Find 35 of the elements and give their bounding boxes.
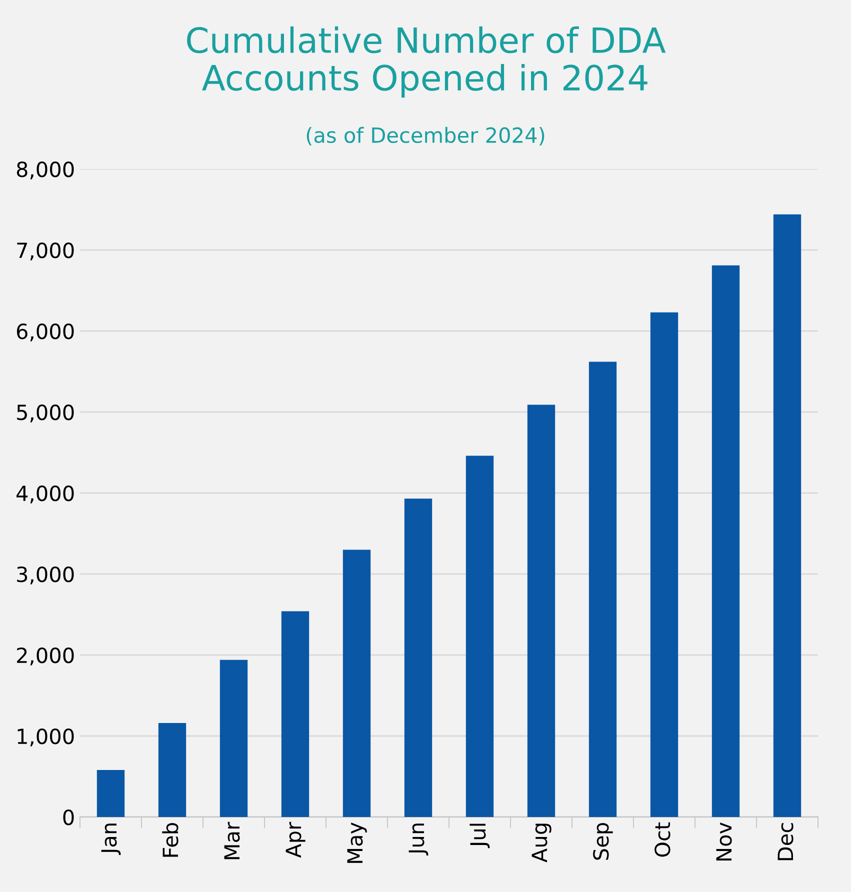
bar — [588, 362, 617, 817]
bar — [527, 404, 556, 817]
bar — [220, 660, 248, 817]
bar — [650, 312, 678, 817]
y-tick-label: 5,000 — [17, 404, 74, 422]
bar — [404, 498, 432, 817]
x-tick-label: Nov — [716, 822, 732, 860]
x-tick-label: Feb — [162, 823, 178, 857]
bar — [158, 723, 186, 817]
x-tick-label: Aug — [532, 824, 552, 862]
bar — [773, 214, 802, 817]
x-tick-label: May — [347, 822, 367, 863]
chart-subtitle: (as of December 2024) — [306, 126, 544, 146]
y-tick-label: 2,000 — [17, 647, 74, 666]
x-tick-label: Apr — [286, 822, 306, 858]
bar — [712, 265, 740, 817]
y-tick-label: 7,000 — [17, 242, 74, 260]
x-tick-label: Mar — [224, 822, 240, 860]
bar — [281, 611, 310, 817]
y-tick-label: 8,000 — [16, 161, 74, 180]
x-tick-label: Dec — [778, 823, 794, 860]
x-tick-label: Oct — [654, 822, 670, 857]
chart-title: Cumulative Number of DDA Accounts Opened in 2024 — [187, 26, 666, 98]
bar — [466, 456, 494, 817]
x-tick-label: Jun — [408, 824, 428, 856]
y-tick-label: 6,000 — [16, 323, 74, 342]
y-tick-label: 3,000 — [17, 566, 74, 584]
x-tick-label: Jul — [470, 824, 490, 848]
y-tick-label: 4,000 — [16, 485, 74, 504]
bar — [96, 770, 125, 817]
y-tick-label: 0 — [63, 809, 74, 826]
x-tick-label: Sep — [593, 823, 613, 860]
x-tick-label: Jan — [101, 824, 121, 856]
y-tick-label: 1,000 — [18, 728, 74, 746]
bar — [342, 550, 371, 817]
